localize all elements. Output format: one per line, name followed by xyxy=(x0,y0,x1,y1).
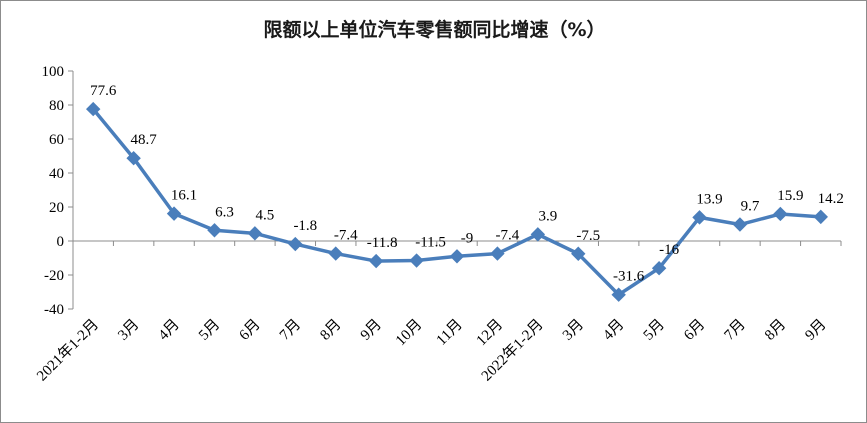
data-point-marker xyxy=(611,287,626,302)
data-point-marker xyxy=(207,223,222,238)
data-label: 16.1 xyxy=(171,188,197,204)
x-tick-label: 7月 xyxy=(277,317,304,344)
data-label: 14.2 xyxy=(818,191,844,207)
data-point-marker xyxy=(328,246,343,261)
data-point-marker xyxy=(571,246,586,261)
data-label: 6.3 xyxy=(215,204,234,220)
data-point-marker xyxy=(490,246,505,261)
data-label: 48.7 xyxy=(131,132,158,148)
x-tick-label: 10月 xyxy=(393,317,426,350)
data-label: -16 xyxy=(659,242,679,258)
data-label: -11.5 xyxy=(415,235,446,251)
axes xyxy=(68,70,842,310)
data-point-marker xyxy=(651,260,667,276)
y-tick-label: 80 xyxy=(49,98,64,114)
x-tick-label: 11月 xyxy=(434,317,466,349)
data-label: 15.9 xyxy=(777,188,803,204)
x-tick-label: 7月 xyxy=(722,317,749,344)
chart-title: 限额以上单位汽车零售额同比增速（%） xyxy=(263,19,606,41)
x-tick-label: 9月 xyxy=(802,317,829,344)
y-tick-label: 60 xyxy=(49,132,64,148)
x-tick-label: 5月 xyxy=(641,317,668,344)
data-point-marker xyxy=(409,253,424,268)
data-label: -1.8 xyxy=(293,218,317,234)
data-label: 77.6 xyxy=(90,83,117,99)
data-label: -9 xyxy=(461,230,474,246)
x-tick-label: 5月 xyxy=(196,317,223,344)
data-point-marker xyxy=(126,151,141,166)
data-point-marker xyxy=(530,227,546,242)
data-point-marker xyxy=(288,236,303,252)
data-label: 4.5 xyxy=(256,207,275,223)
x-tick-labels: 2021年1-2月 3月 4月 5月 6月 7月 8月 9月 10月 11月 12月2022年1-2… xyxy=(33,316,829,385)
data-point-marker xyxy=(166,206,182,221)
data-point-marker xyxy=(449,249,465,264)
x-tick-label: 3月 xyxy=(560,317,587,344)
data-point-marker xyxy=(773,206,788,222)
x-tick-label: 4月 xyxy=(600,317,627,344)
data-point-marker xyxy=(247,226,263,241)
x-tick-label: 4月 xyxy=(156,317,183,344)
data-label: -7.4 xyxy=(496,228,520,244)
data-label: -11.8 xyxy=(367,235,398,251)
data-point-marker xyxy=(732,217,748,232)
data-labels: 77.6 48.7 16.1 6.3 4.5 -1.8 -7.4 -11.8 -11.5 -9 -7… xyxy=(90,83,844,285)
y-tick-label: -40 xyxy=(44,302,64,318)
x-tick-label: 3月 xyxy=(115,317,142,344)
y-tick-label: 0 xyxy=(57,234,65,250)
data-point-marker xyxy=(368,253,384,269)
series-line xyxy=(86,101,828,302)
data-point-marker xyxy=(813,209,828,225)
data-label: -31.6 xyxy=(613,269,645,285)
data-label: -7.5 xyxy=(576,228,600,244)
x-tick-label: 6月 xyxy=(681,317,708,344)
data-label: -7.4 xyxy=(334,228,358,244)
data-label: 13.9 xyxy=(696,191,722,207)
x-tick-label: 8月 xyxy=(317,317,344,344)
x-tick-label: 9月 xyxy=(358,317,385,344)
x-tick-label: 12月 xyxy=(474,317,507,350)
data-point-marker xyxy=(692,210,707,225)
y-tick-label: 100 xyxy=(42,64,65,80)
data-label: 3.9 xyxy=(538,208,557,224)
x-tick-label: 6月 xyxy=(236,317,263,344)
data-point-marker xyxy=(86,101,101,117)
y-tick-label: 40 xyxy=(49,166,64,182)
y-tick-labels: 100 80 60 40 20 0 -20 -40 xyxy=(42,64,65,318)
y-tick-label: 20 xyxy=(49,200,64,216)
x-tick-label: 2021年1-2月 xyxy=(33,316,102,385)
x-tick-label: 8月 xyxy=(762,317,789,344)
data-label: 9.7 xyxy=(741,199,760,215)
y-tick-label: -20 xyxy=(44,268,64,284)
